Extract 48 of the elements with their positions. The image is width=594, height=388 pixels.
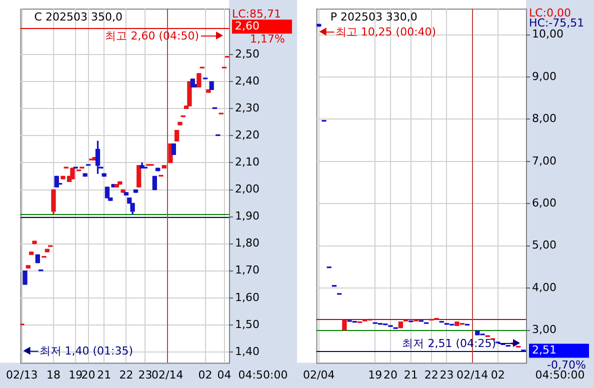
text: LC:0,00	[529, 6, 572, 20]
y-tick-label: 8,00	[532, 112, 556, 126]
x-tick-label: 20	[383, 368, 398, 382]
text: 04:50:00	[238, 368, 288, 382]
chart-title: P 202503 330,0	[330, 10, 418, 24]
text: 2,60	[235, 19, 260, 32]
y-tick-label: 5,00	[532, 238, 556, 252]
text: LC:85,71	[232, 7, 282, 20]
y-tick-label: 2,10	[235, 156, 260, 169]
y-tick-label: 6,00	[532, 196, 556, 210]
y-tick-label: 10,00	[532, 28, 564, 41]
y-tick-label: 3,00	[532, 323, 556, 336]
y-tick-label: 1,50	[235, 318, 260, 331]
x-tick-label: 04	[217, 368, 232, 382]
x-tick-label: 02	[198, 368, 212, 382]
y-tick-label: 1,70	[235, 264, 260, 277]
x-tick-label: 18	[46, 368, 60, 382]
y-tick-label: 9,00	[532, 70, 556, 83]
y-tick-label: 1,90	[235, 210, 260, 223]
y-tick-label: 7,00	[532, 154, 556, 168]
y-tick-label: 2,00	[235, 182, 260, 196]
x-tick-label: 02/14	[151, 368, 184, 382]
y-tick-label: 2,30	[235, 102, 260, 114]
x-tick-label: 20	[81, 368, 96, 382]
y-tick-label: 1,40	[235, 344, 260, 358]
x-tick-label: 02/13	[6, 368, 38, 382]
y-tick-label: 2,40	[235, 74, 260, 88]
x-tick-label: 22	[424, 368, 438, 382]
y-tick-label: 1,60	[235, 290, 260, 304]
annotation: 최저 1,40 (01:35)	[39, 344, 134, 358]
x-tick-label: 22	[119, 368, 134, 382]
text: 1,17%	[250, 32, 285, 46]
y-tick-label: 2,50	[235, 47, 260, 60]
x-tick-label: 19	[368, 368, 382, 382]
x-tick-label: 19	[68, 368, 83, 382]
y-tick-label: 1,80	[235, 236, 260, 250]
x-tick-label: 21	[404, 368, 418, 382]
annotation: 최고 10,25 (00:40)	[335, 25, 436, 38]
x-tick-label: 02	[490, 368, 505, 382]
x-tick-label: 23	[440, 368, 454, 382]
y-tick-label: 2,20	[235, 128, 260, 142]
chart-title: C 202503 350,0	[34, 10, 122, 24]
text: 2,51	[532, 344, 556, 357]
x-tick-label: 21	[97, 368, 112, 382]
y-tick-label: 4,00	[532, 280, 556, 294]
x-tick-label: 23	[138, 368, 152, 382]
x-tick-label: 02/04	[303, 368, 335, 382]
x-tick-label: 02/14	[456, 368, 488, 382]
